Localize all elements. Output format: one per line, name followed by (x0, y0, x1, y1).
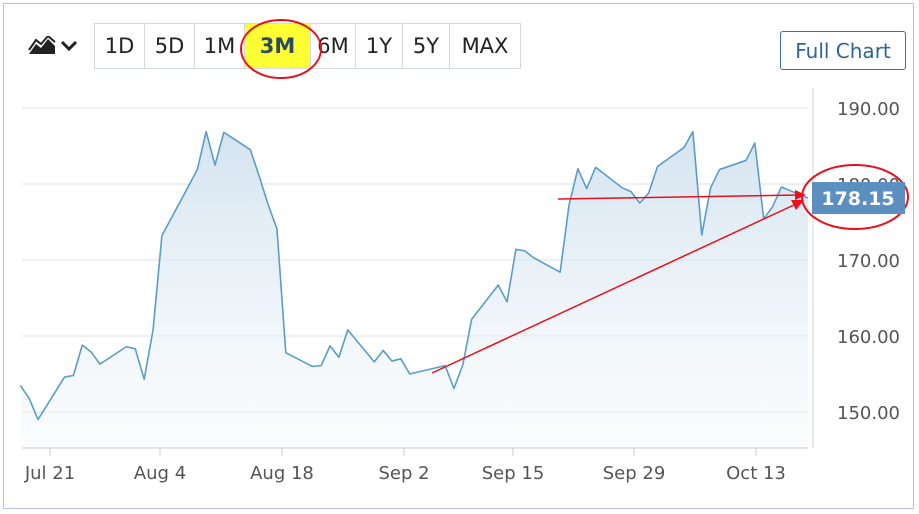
x-tick-label: Aug 18 (250, 463, 314, 484)
y-tick-label: 190.00 (837, 99, 900, 120)
range-5y-button[interactable]: 5Y (403, 24, 450, 68)
full-chart-button[interactable]: Full Chart (780, 31, 906, 70)
x-tick-label: Sep 29 (603, 463, 666, 484)
chart-type-selector[interactable] (28, 34, 84, 62)
range-max-button[interactable]: MAX (461, 34, 509, 58)
range-1d-button[interactable]: 1D (95, 24, 145, 68)
range-6m-button[interactable]: 6M (311, 24, 356, 68)
x-tick-label: Sep 15 (482, 463, 545, 484)
x-tick-label: Aug 4 (134, 463, 186, 484)
y-tick-label: 150.00 (837, 403, 900, 424)
range-5d-button[interactable]: 5D (145, 24, 195, 68)
annotation-arrow-diagonal (431, 203, 797, 374)
annotation-arrowhead (791, 200, 804, 210)
annotation-arrow-horizontal (557, 194, 799, 200)
x-tick-label: Jul 21 (24, 463, 75, 484)
range-1m-button[interactable]: 1M (195, 24, 245, 68)
x-tick-label: Sep 2 (378, 463, 429, 484)
area-chart-icon (28, 34, 56, 61)
y-tick-label: 170.00 (837, 251, 900, 272)
highlight-circle-price (801, 164, 909, 230)
range-1y-button[interactable]: 1Y (356, 24, 403, 68)
range-3m-button[interactable]: 3M (245, 24, 311, 68)
series-line (19, 130, 809, 421)
highlight-circle-3m (240, 19, 322, 79)
y-tick-label: 160.00 (837, 327, 900, 348)
range-selector: 1D 5D 1M 3M 6M 1Y 5Y MAX (94, 23, 521, 69)
price-tag (812, 182, 905, 215)
price-tag-value: 178.15 (821, 188, 894, 210)
chevron-down-icon (60, 39, 78, 58)
x-tick-label: Oct 13 (726, 463, 786, 484)
annotation-arrowhead (795, 190, 806, 200)
series-area (20, 131, 808, 448)
